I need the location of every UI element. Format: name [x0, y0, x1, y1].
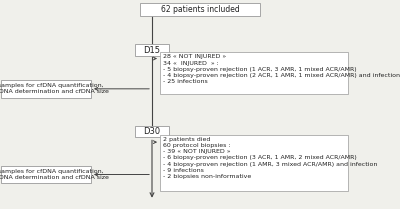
FancyBboxPatch shape: [160, 135, 348, 191]
FancyBboxPatch shape: [160, 52, 348, 94]
FancyBboxPatch shape: [1, 80, 91, 98]
Text: 28 « NOT INJURED »
34 «  INJURED  » :
- 5 biopsy-proven rejection (1 ACR, 3 AMR,: 28 « NOT INJURED » 34 « INJURED » : - 5 …: [163, 54, 400, 84]
Text: D30: D30: [144, 127, 160, 136]
FancyBboxPatch shape: [135, 45, 169, 56]
FancyBboxPatch shape: [135, 126, 169, 138]
FancyBboxPatch shape: [1, 166, 91, 184]
Text: 57 samples for cfDNA quantification,
dd-cfDNA determination and cfDNA size: 57 samples for cfDNA quantification, dd-…: [0, 169, 109, 180]
Text: 59 samples for cfDNA quantification,
dd-cfDNA determination and cfDNA size: 59 samples for cfDNA quantification, dd-…: [0, 83, 109, 94]
FancyBboxPatch shape: [140, 3, 260, 16]
Text: 62 patients included: 62 patients included: [161, 5, 239, 14]
Text: 2 patients died
60 protocol biopsies :
- 39 « NOT INJURED »
- 6 biopsy-proven re: 2 patients died 60 protocol biopsies : -…: [163, 137, 378, 179]
Text: D15: D15: [144, 46, 160, 55]
